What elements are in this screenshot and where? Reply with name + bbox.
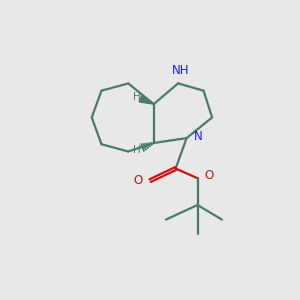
Text: NH: NH (172, 64, 190, 76)
Text: O: O (133, 174, 142, 187)
Text: H: H (133, 92, 141, 102)
Text: H: H (133, 145, 141, 155)
Polygon shape (139, 96, 154, 104)
Text: N: N (194, 130, 203, 143)
Text: O: O (205, 169, 214, 182)
